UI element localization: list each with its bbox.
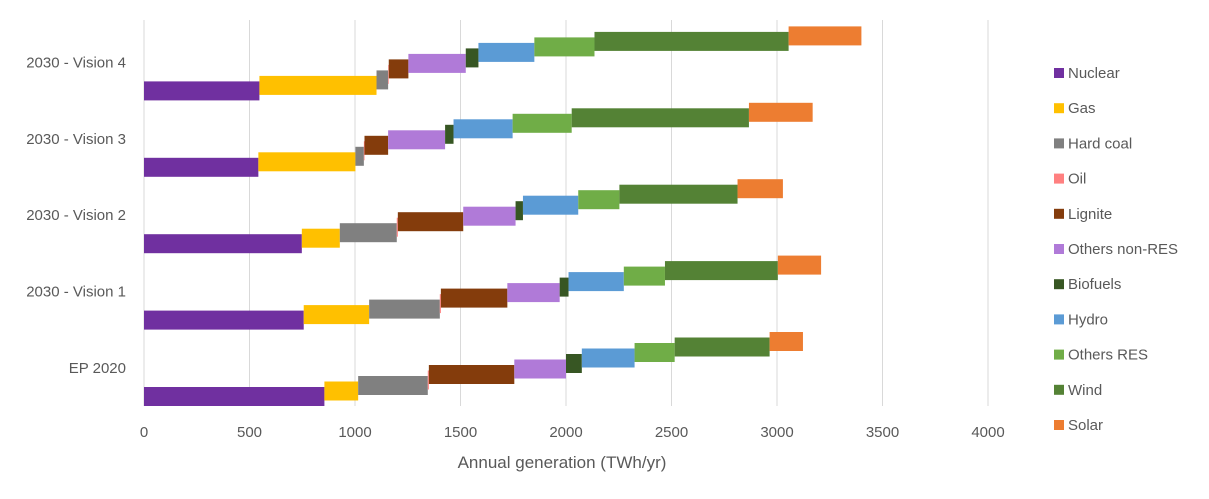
bar-segment-biofuels [465, 48, 479, 68]
bar-segment-wind [594, 31, 789, 51]
bar-segment-solar [748, 102, 813, 122]
bar-segment-hydro [522, 195, 579, 215]
bar-segment-solar [769, 332, 803, 351]
x-tick-label: 1000 [338, 424, 371, 441]
bar-segment-hard-coal [355, 146, 364, 166]
bar-segment-others-res [512, 113, 572, 133]
bar-segment-lignite [364, 135, 389, 155]
x-tick-label: 500 [237, 424, 262, 441]
legend-swatch [1054, 138, 1064, 149]
bar-segment-oil [427, 370, 429, 390]
bar-segment-lignite [397, 212, 464, 232]
bar-segment-lignite [388, 59, 409, 79]
legend-swatch [1054, 173, 1064, 184]
bar-segment-others-non-res [514, 359, 566, 379]
bar-segment-gas [301, 228, 340, 248]
x-tick-label: 3500 [866, 424, 899, 441]
legend-label: Others RES [1068, 347, 1148, 364]
bars [144, 26, 862, 406]
bar-segment-gas [258, 152, 356, 172]
legend: Nuclear Gas Hard coal Oil Lignite Others non-… [1054, 65, 1178, 434]
legend-swatch [1054, 349, 1064, 360]
bar-segment-hydro [453, 119, 513, 139]
bar-segment-nuclear [144, 81, 260, 101]
bar-segment-wind [571, 108, 749, 128]
category-label: 2030 - Vision 1 [26, 284, 126, 301]
bar-segment-lignite [428, 365, 515, 384]
bar-segment-others-non-res [408, 53, 466, 73]
bar-segment-gas [324, 381, 359, 401]
legend-swatch [1054, 314, 1064, 325]
bar-segment-hydro [478, 42, 535, 62]
bar-segment-nuclear [144, 387, 325, 406]
bar-segment-biofuels [515, 201, 523, 221]
legend-swatch [1054, 103, 1064, 114]
legend-swatch [1054, 279, 1064, 290]
x-tick-label: 4000 [971, 424, 1004, 441]
x-tick-label: 2000 [549, 424, 582, 441]
bar-segment-others-res [623, 266, 665, 286]
bar-segment-hard-coal [339, 223, 397, 243]
bar-segment-wind [664, 261, 778, 281]
bar-segment-nuclear [144, 234, 302, 254]
bar-segment-oil [388, 64, 389, 84]
legend-label: Wind [1068, 382, 1102, 399]
x-tick-labels: 0 500 1000 1500 2000 2500 3000 3500 4000 [140, 424, 1005, 441]
bar-segment-gas [303, 305, 370, 325]
bar-segment-wind [619, 184, 738, 204]
bar-segment-hard-coal [358, 376, 428, 395]
legend-label: Solar [1068, 417, 1103, 434]
legend-label: Oil [1068, 171, 1086, 188]
x-tick-label: 3000 [760, 424, 793, 441]
bar-segment-others-res [534, 37, 595, 57]
category-label: 2030 - Vision 2 [26, 207, 126, 224]
bar-segment-oil [439, 294, 441, 314]
bar-segment-lignite [440, 288, 508, 308]
legend-label: Gas [1068, 100, 1096, 117]
bar-segment-solar [777, 255, 822, 275]
bar-segment-others-res [634, 343, 675, 362]
legend-swatch [1054, 68, 1064, 78]
x-tick-label: 2500 [655, 424, 688, 441]
category-label: 2030 - Vision 3 [26, 131, 126, 148]
bar-segment-wind [674, 337, 770, 357]
category-labels: EP 2020 2030 - Vision 1 2030 - Vision 2 203… [26, 54, 126, 377]
bar-segment-gas [259, 75, 377, 95]
bar-segment-solar [737, 179, 783, 199]
bar-segment-others-res [578, 190, 620, 210]
bar-segment-hard-coal [369, 299, 440, 319]
bar-segment-hydro [568, 272, 624, 292]
bar-segment-hydro [581, 348, 635, 368]
x-tick-label: 1500 [444, 424, 477, 441]
bar-segment-nuclear [144, 310, 304, 330]
legend-swatch [1054, 384, 1064, 395]
legend-label: Hydro [1068, 311, 1108, 328]
x-axis-title: Annual generation (TWh/yr) [458, 453, 667, 472]
bar-segment-others-non-res [388, 130, 446, 150]
legend-label: Nuclear [1068, 65, 1120, 82]
bar-segment-biofuels [566, 354, 582, 373]
bar-segment-others-non-res [507, 283, 560, 303]
legend-label: Lignite [1068, 206, 1112, 223]
bar-segment-others-non-res [463, 206, 516, 226]
legend-label: Hard coal [1068, 135, 1132, 152]
bar-segment-biofuels [559, 277, 569, 297]
bar-segment-oil [363, 141, 365, 161]
legend-label: Others non-RES [1068, 241, 1178, 258]
bar-segment-hard-coal [376, 70, 389, 90]
bar-segment-solar [788, 26, 862, 46]
bar-segment-oil [396, 217, 398, 237]
category-label: EP 2020 [69, 360, 126, 377]
bar-segment-nuclear [144, 157, 259, 177]
legend-label: Biofuels [1068, 276, 1121, 293]
legend-swatch [1054, 208, 1064, 219]
bar-segment-biofuels [445, 124, 454, 144]
category-label: 2030 - Vision 4 [26, 54, 126, 71]
legend-swatch [1054, 244, 1064, 254]
x-tick-label: 0 [140, 424, 148, 441]
legend-swatch [1054, 420, 1064, 430]
